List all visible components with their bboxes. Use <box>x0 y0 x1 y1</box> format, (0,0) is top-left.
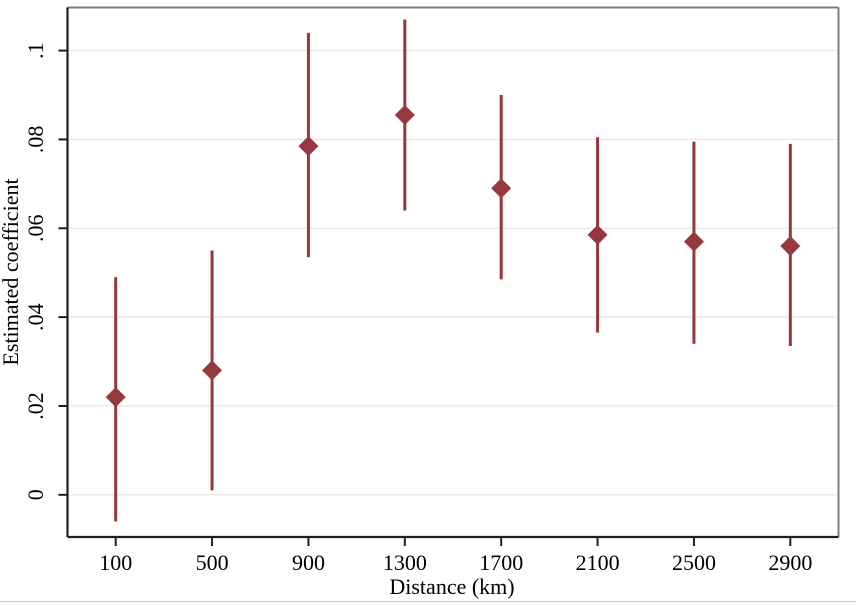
y-tick-label: .08 <box>23 126 48 154</box>
coefficient-marker <box>683 231 704 252</box>
plot-frame <box>66 6 840 539</box>
x-tick-label: 2900 <box>768 550 812 575</box>
y-tick-label: .02 <box>23 392 48 420</box>
tick-labels-group: 0 .02 .04 .06 .08 .1 100 500 900 1300 1700 2100 2500… <box>23 42 812 575</box>
x-tick-label: 1300 <box>383 550 427 575</box>
coefficient-marker <box>202 360 223 381</box>
x-tick-label: 1700 <box>479 550 523 575</box>
coefficient-marker <box>298 136 319 157</box>
y-tick-label: 0 <box>23 489 48 500</box>
y-tick-label: .1 <box>23 42 48 59</box>
x-axis-title: Distance (km) <box>389 574 514 599</box>
axis-ticks-group <box>58 49 792 546</box>
x-tick-label: 100 <box>99 550 132 575</box>
x-tick-label: 2500 <box>672 550 716 575</box>
x-tick-label: 2100 <box>576 550 620 575</box>
coefficient-marker <box>105 387 126 408</box>
y-tick-label: .06 <box>23 215 48 243</box>
y-tick-label: .04 <box>23 303 48 331</box>
coefficient-marker <box>394 104 415 125</box>
coefficient-marker <box>587 224 608 245</box>
coefficient-marker <box>491 178 512 199</box>
x-tick-label: 900 <box>292 550 325 575</box>
x-tick-label: 500 <box>196 550 229 575</box>
gridlines-group <box>67 49 839 496</box>
y-axis-title: Estimated coefficient <box>0 178 23 365</box>
coefficient-marker <box>780 236 801 257</box>
data-series-group <box>105 19 801 522</box>
